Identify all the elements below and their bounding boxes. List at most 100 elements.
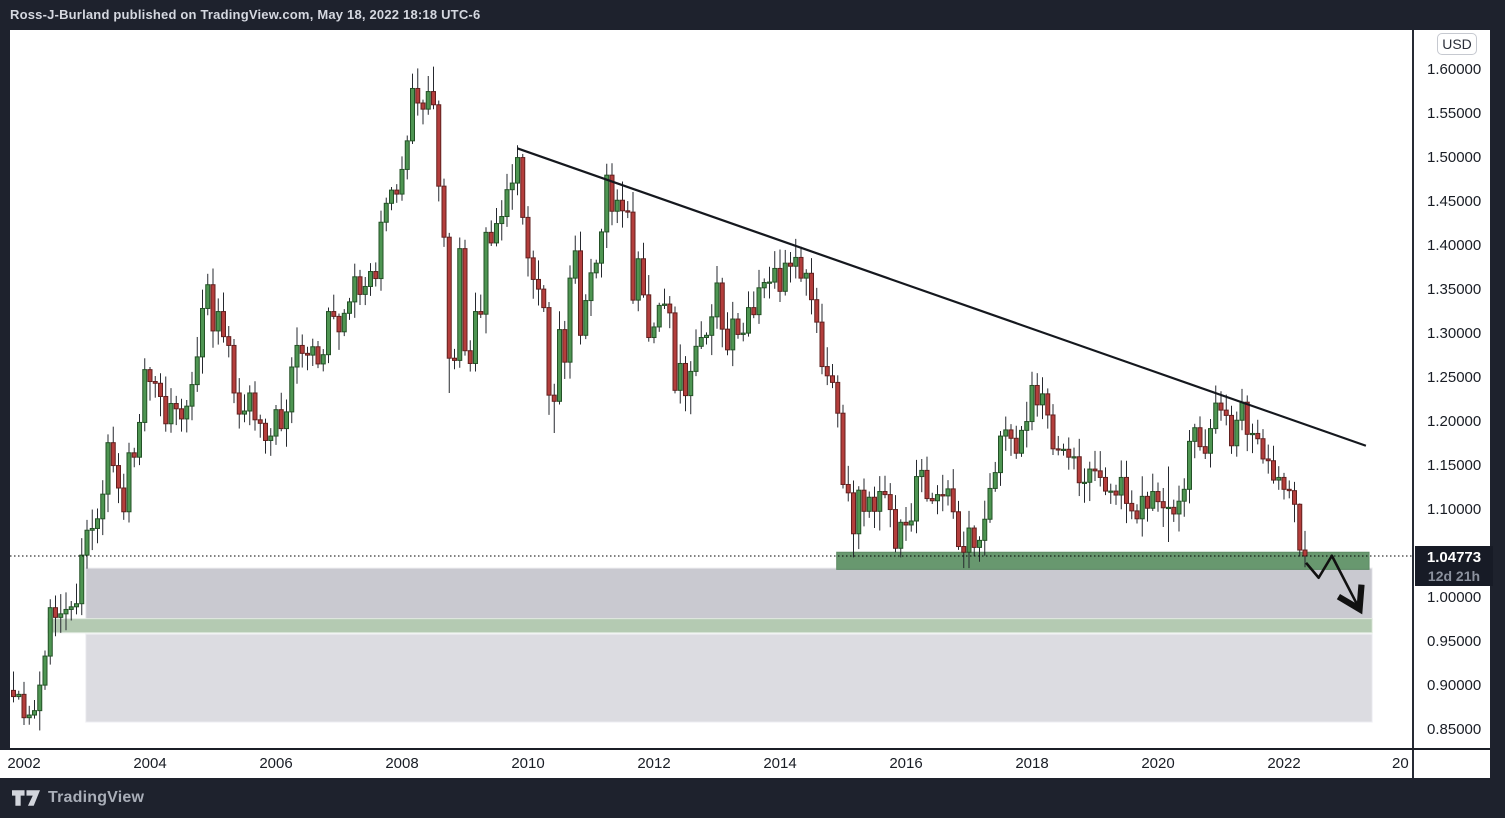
candle (924, 456, 930, 502)
time-tick-label: 2016 (889, 755, 923, 772)
price-tick-label: 1.20000 (1427, 413, 1482, 430)
candle (1250, 423, 1255, 454)
candle (903, 506, 909, 541)
candle (950, 469, 956, 519)
candle-body (1145, 495, 1150, 509)
candle-body (1255, 432, 1261, 440)
candle-body (709, 316, 715, 336)
candle-body (1118, 476, 1124, 496)
time-axis[interactable]: 2002 2004 2006 2008 2010 2012 2014 2016 2018 2020… (0, 750, 1490, 778)
candle-body (483, 231, 489, 315)
pane-border-horizontal (0, 748, 1490, 750)
candle-body (110, 442, 116, 467)
candle-body (42, 655, 48, 686)
candle (1055, 435, 1061, 456)
candle (399, 156, 405, 201)
candle (89, 509, 95, 551)
candle (919, 459, 925, 493)
candle (494, 207, 499, 247)
candle (483, 227, 489, 334)
time-tick-label: 2022 (1267, 755, 1301, 772)
candle-body (851, 492, 856, 535)
candle-body (746, 307, 751, 334)
candle (567, 265, 573, 379)
candle (1192, 423, 1198, 459)
support-zone-gray-lower[interactable] (85, 633, 1373, 723)
resistance-zone-green[interactable] (836, 551, 1370, 570)
candle (1129, 490, 1135, 520)
candle-body (856, 489, 862, 535)
descending-trendline[interactable] (516, 147, 1367, 447)
candle-body (656, 304, 662, 328)
candle-body (877, 491, 883, 512)
candle-body (305, 352, 310, 356)
candle (1265, 444, 1271, 474)
candle-body (215, 311, 221, 332)
candle (431, 66, 436, 110)
time-tick-label: 2010 (511, 755, 545, 772)
candle-body (1055, 448, 1061, 451)
candle (347, 297, 352, 320)
candle (221, 292, 226, 343)
price-tick-label: 1.60000 (1427, 61, 1482, 78)
candle-body (1302, 549, 1308, 557)
candle-body (252, 392, 258, 421)
candle (992, 461, 998, 492)
candle (1050, 404, 1056, 456)
candle-body (1061, 448, 1066, 451)
candle (572, 235, 578, 284)
demand-band-light-green[interactable] (47, 618, 1373, 634)
candle (278, 392, 284, 432)
price-axis[interactable]: USD 1.60000 1.55000 1.50000 1.45000 1.40000 1… (1413, 30, 1490, 748)
currency-toggle-badge[interactable]: USD (1437, 33, 1477, 55)
support-zone-gray-upper[interactable] (85, 567, 1373, 621)
candle-body (782, 262, 788, 292)
candle (441, 178, 447, 247)
candle (1097, 451, 1103, 487)
candle (1145, 491, 1150, 522)
tradingview-brand-link[interactable]: TradingView (48, 789, 145, 806)
candle-body (1097, 470, 1103, 478)
candle (1202, 429, 1208, 460)
candle-body (698, 337, 704, 347)
candle-body (740, 332, 746, 335)
candle-body (845, 483, 851, 494)
candle (1276, 466, 1282, 490)
candle-body (604, 174, 610, 233)
candle-body (373, 271, 379, 280)
price-chart-canvas[interactable] (10, 30, 1412, 748)
candle-body (541, 288, 547, 309)
candle-body (1234, 419, 1240, 447)
candle (289, 357, 295, 424)
publish-credit-text: Ross-J-Burland published on TradingView.… (10, 7, 481, 22)
candle-body (184, 405, 190, 420)
candle (730, 301, 736, 367)
candle-body (672, 312, 678, 391)
chart-pane[interactable] (10, 30, 1412, 748)
candle-body (1050, 414, 1056, 450)
candle (761, 278, 767, 299)
candle (404, 135, 410, 180)
candle (63, 592, 69, 631)
candle (646, 275, 652, 342)
candle (415, 68, 421, 116)
price-tick-label: 1.15000 (1427, 457, 1482, 474)
candle-body (1218, 402, 1224, 411)
candle (1255, 419, 1261, 445)
price-tick-label: 1.30000 (1427, 325, 1482, 342)
candle-body (84, 529, 90, 556)
last-price-badge: 1.04773 12d 21h (1415, 546, 1493, 586)
candle (998, 431, 1003, 486)
time-tick-label: 2020 (1141, 755, 1175, 772)
candle (866, 491, 872, 518)
candle (467, 340, 473, 372)
tradingview-logo-icon[interactable] (12, 790, 40, 806)
candle (42, 650, 48, 690)
candle-body (840, 412, 846, 485)
candle-body (1029, 384, 1035, 423)
candle (436, 100, 442, 202)
candle-body (971, 527, 977, 548)
projection-arrow[interactable] (1305, 554, 1358, 607)
candle (1176, 485, 1182, 532)
candle (536, 260, 541, 306)
